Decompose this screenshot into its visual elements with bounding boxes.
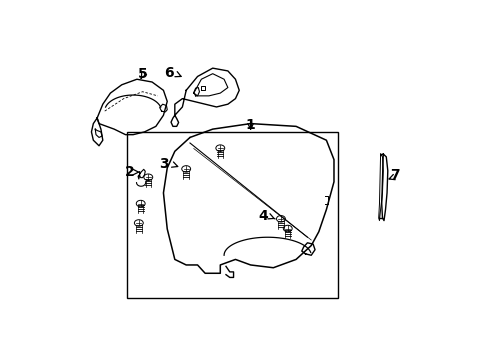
- Text: 3: 3: [159, 157, 169, 171]
- Text: 1: 1: [245, 118, 255, 132]
- Text: 4: 4: [257, 208, 267, 222]
- Text: 5: 5: [138, 67, 147, 81]
- Bar: [127, 132, 337, 298]
- Text: 2: 2: [125, 165, 135, 179]
- Text: 7: 7: [389, 168, 399, 182]
- Text: 6: 6: [163, 66, 173, 80]
